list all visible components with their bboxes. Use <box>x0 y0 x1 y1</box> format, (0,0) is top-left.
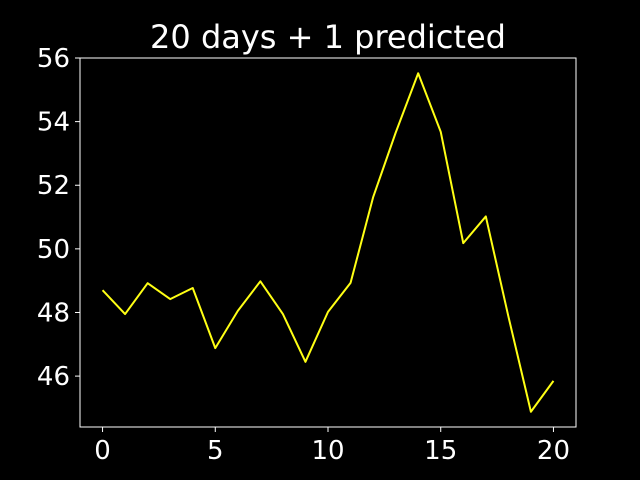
chart-title: 20 days + 1 predicted <box>150 18 506 56</box>
y-axis: 46 48 50 52 54 56 <box>37 44 80 392</box>
x-tick-label: 20 <box>537 436 570 466</box>
y-tick-label: 52 <box>37 171 70 201</box>
x-tick-label: 5 <box>207 436 224 466</box>
axes-frame <box>79 57 577 428</box>
x-tick-label: 10 <box>311 436 344 466</box>
y-tick-label: 48 <box>37 298 70 328</box>
x-tick-label: 15 <box>424 436 457 466</box>
y-tick-label: 46 <box>37 362 70 392</box>
x-tick-label: 0 <box>94 436 111 466</box>
y-tick-label: 54 <box>37 108 70 138</box>
series-line <box>101 72 555 413</box>
y-tick-label: 56 <box>37 44 70 74</box>
y-tick-label: 50 <box>37 235 70 265</box>
x-axis: 0 5 10 15 20 <box>94 427 570 466</box>
